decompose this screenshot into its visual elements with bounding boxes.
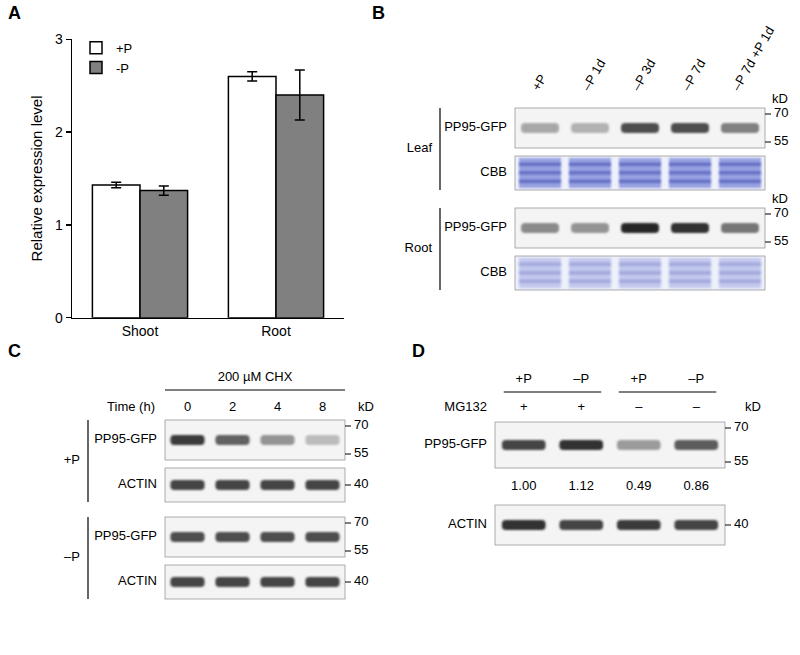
svg-text:70: 70: [774, 105, 788, 120]
svg-text:1.12: 1.12: [569, 478, 594, 493]
svg-text:–P: –P: [64, 549, 80, 564]
svg-text:A: A: [8, 3, 21, 23]
svg-text:ACTIN: ACTIN: [118, 476, 157, 491]
svg-text:55: 55: [774, 133, 788, 148]
svg-text:70: 70: [354, 417, 368, 432]
svg-text:70: 70: [774, 205, 788, 220]
svg-text:ACTIN: ACTIN: [118, 573, 157, 588]
svg-text:3: 3: [55, 31, 63, 47]
svg-text:+P: +P: [64, 452, 80, 467]
svg-text:PP95-GFP: PP95-GFP: [94, 431, 157, 446]
svg-text:Shoot: Shoot: [122, 323, 159, 339]
svg-text:Leaf: Leaf: [407, 140, 433, 155]
svg-text:PP95-GFP: PP95-GFP: [444, 219, 507, 234]
svg-text:–P 7d +P 1d: –P 7d +P 1d: [729, 24, 778, 93]
svg-text:4: 4: [274, 399, 281, 414]
svg-text:–P: –P: [688, 371, 704, 386]
svg-text:kD: kD: [745, 399, 761, 414]
svg-text:kD: kD: [772, 91, 788, 106]
svg-text:D: D: [412, 341, 425, 361]
svg-text:55: 55: [354, 445, 368, 460]
svg-text:0.86: 0.86: [684, 478, 709, 493]
svg-text:–P 7d: –P 7d: [679, 56, 709, 93]
svg-text:0.49: 0.49: [626, 478, 651, 493]
svg-text:1.00: 1.00: [511, 478, 536, 493]
svg-text:+P: +P: [529, 72, 550, 94]
svg-text:CBB: CBB: [480, 164, 507, 179]
svg-text:200 µM CHX: 200 µM CHX: [218, 369, 293, 384]
svg-text:–P: –P: [573, 371, 589, 386]
svg-text:-P: -P: [116, 61, 129, 76]
svg-text:Root: Root: [405, 240, 433, 255]
svg-text:2: 2: [55, 124, 63, 140]
svg-text:40: 40: [354, 573, 368, 588]
svg-text:Time (h): Time (h): [107, 399, 155, 414]
svg-text:+P: +P: [516, 371, 532, 386]
svg-text:70: 70: [734, 419, 748, 434]
svg-text:1: 1: [55, 217, 63, 233]
svg-text:0: 0: [184, 399, 191, 414]
svg-text:ACTIN: ACTIN: [448, 516, 487, 531]
svg-text:40: 40: [354, 476, 368, 491]
svg-text:+: +: [577, 399, 585, 414]
svg-text:C: C: [8, 341, 21, 361]
svg-text:2: 2: [229, 399, 236, 414]
svg-text:PP95-GFP: PP95-GFP: [444, 119, 507, 134]
svg-text:55: 55: [774, 233, 788, 248]
svg-text:kD: kD: [772, 191, 788, 206]
svg-text:70: 70: [354, 514, 368, 529]
svg-text:PP95-GFP: PP95-GFP: [94, 528, 157, 543]
svg-text:MG132: MG132: [444, 399, 487, 414]
svg-text:Relative expression level: Relative expression level: [28, 96, 45, 262]
svg-text:–: –: [693, 399, 701, 414]
svg-text:–P 3d: –P 3d: [629, 56, 659, 93]
svg-text:8: 8: [319, 399, 326, 414]
svg-text:+: +: [520, 399, 528, 414]
svg-text:PP95-GFP: PP95-GFP: [424, 436, 487, 451]
svg-text:55: 55: [734, 453, 748, 468]
svg-text:–P 1d: –P 1d: [579, 56, 609, 93]
svg-text:–: –: [635, 399, 643, 414]
svg-text:+P: +P: [631, 371, 647, 386]
svg-text:kD: kD: [358, 399, 374, 414]
svg-text:+P: +P: [116, 41, 132, 56]
svg-text:55: 55: [354, 542, 368, 557]
svg-text:CBB: CBB: [480, 264, 507, 279]
svg-text:0: 0: [55, 310, 63, 326]
svg-text:40: 40: [734, 516, 748, 531]
svg-text:B: B: [372, 3, 385, 23]
svg-text:Root: Root: [261, 323, 291, 339]
